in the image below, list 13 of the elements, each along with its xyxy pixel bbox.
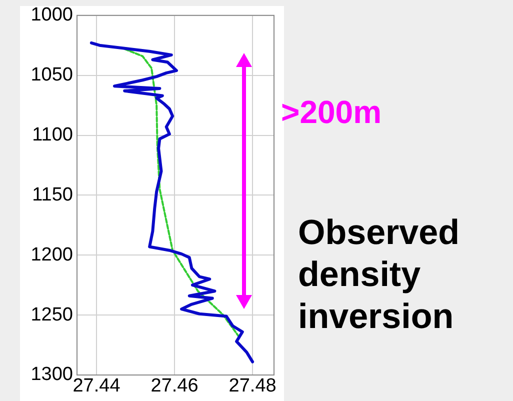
line-series	[124, 48, 240, 338]
text: >200m	[281, 94, 382, 131]
y-tick-label: 1250	[30, 304, 73, 326]
y-tick-label: 1000	[30, 4, 73, 26]
x-tick-label: 27.44	[72, 376, 121, 397]
y-tick-label: 1150	[32, 184, 73, 206]
y-tick-label: 1200	[30, 244, 73, 266]
x-tick-label: 27.48	[228, 376, 276, 397]
text: Observed density inversion	[298, 212, 460, 338]
y-tick-label: 1100	[32, 124, 73, 146]
y-tick-label: 1050	[30, 64, 73, 86]
y-tick-label: 1300	[30, 364, 73, 386]
x-tick-label: 27.46	[150, 376, 198, 397]
